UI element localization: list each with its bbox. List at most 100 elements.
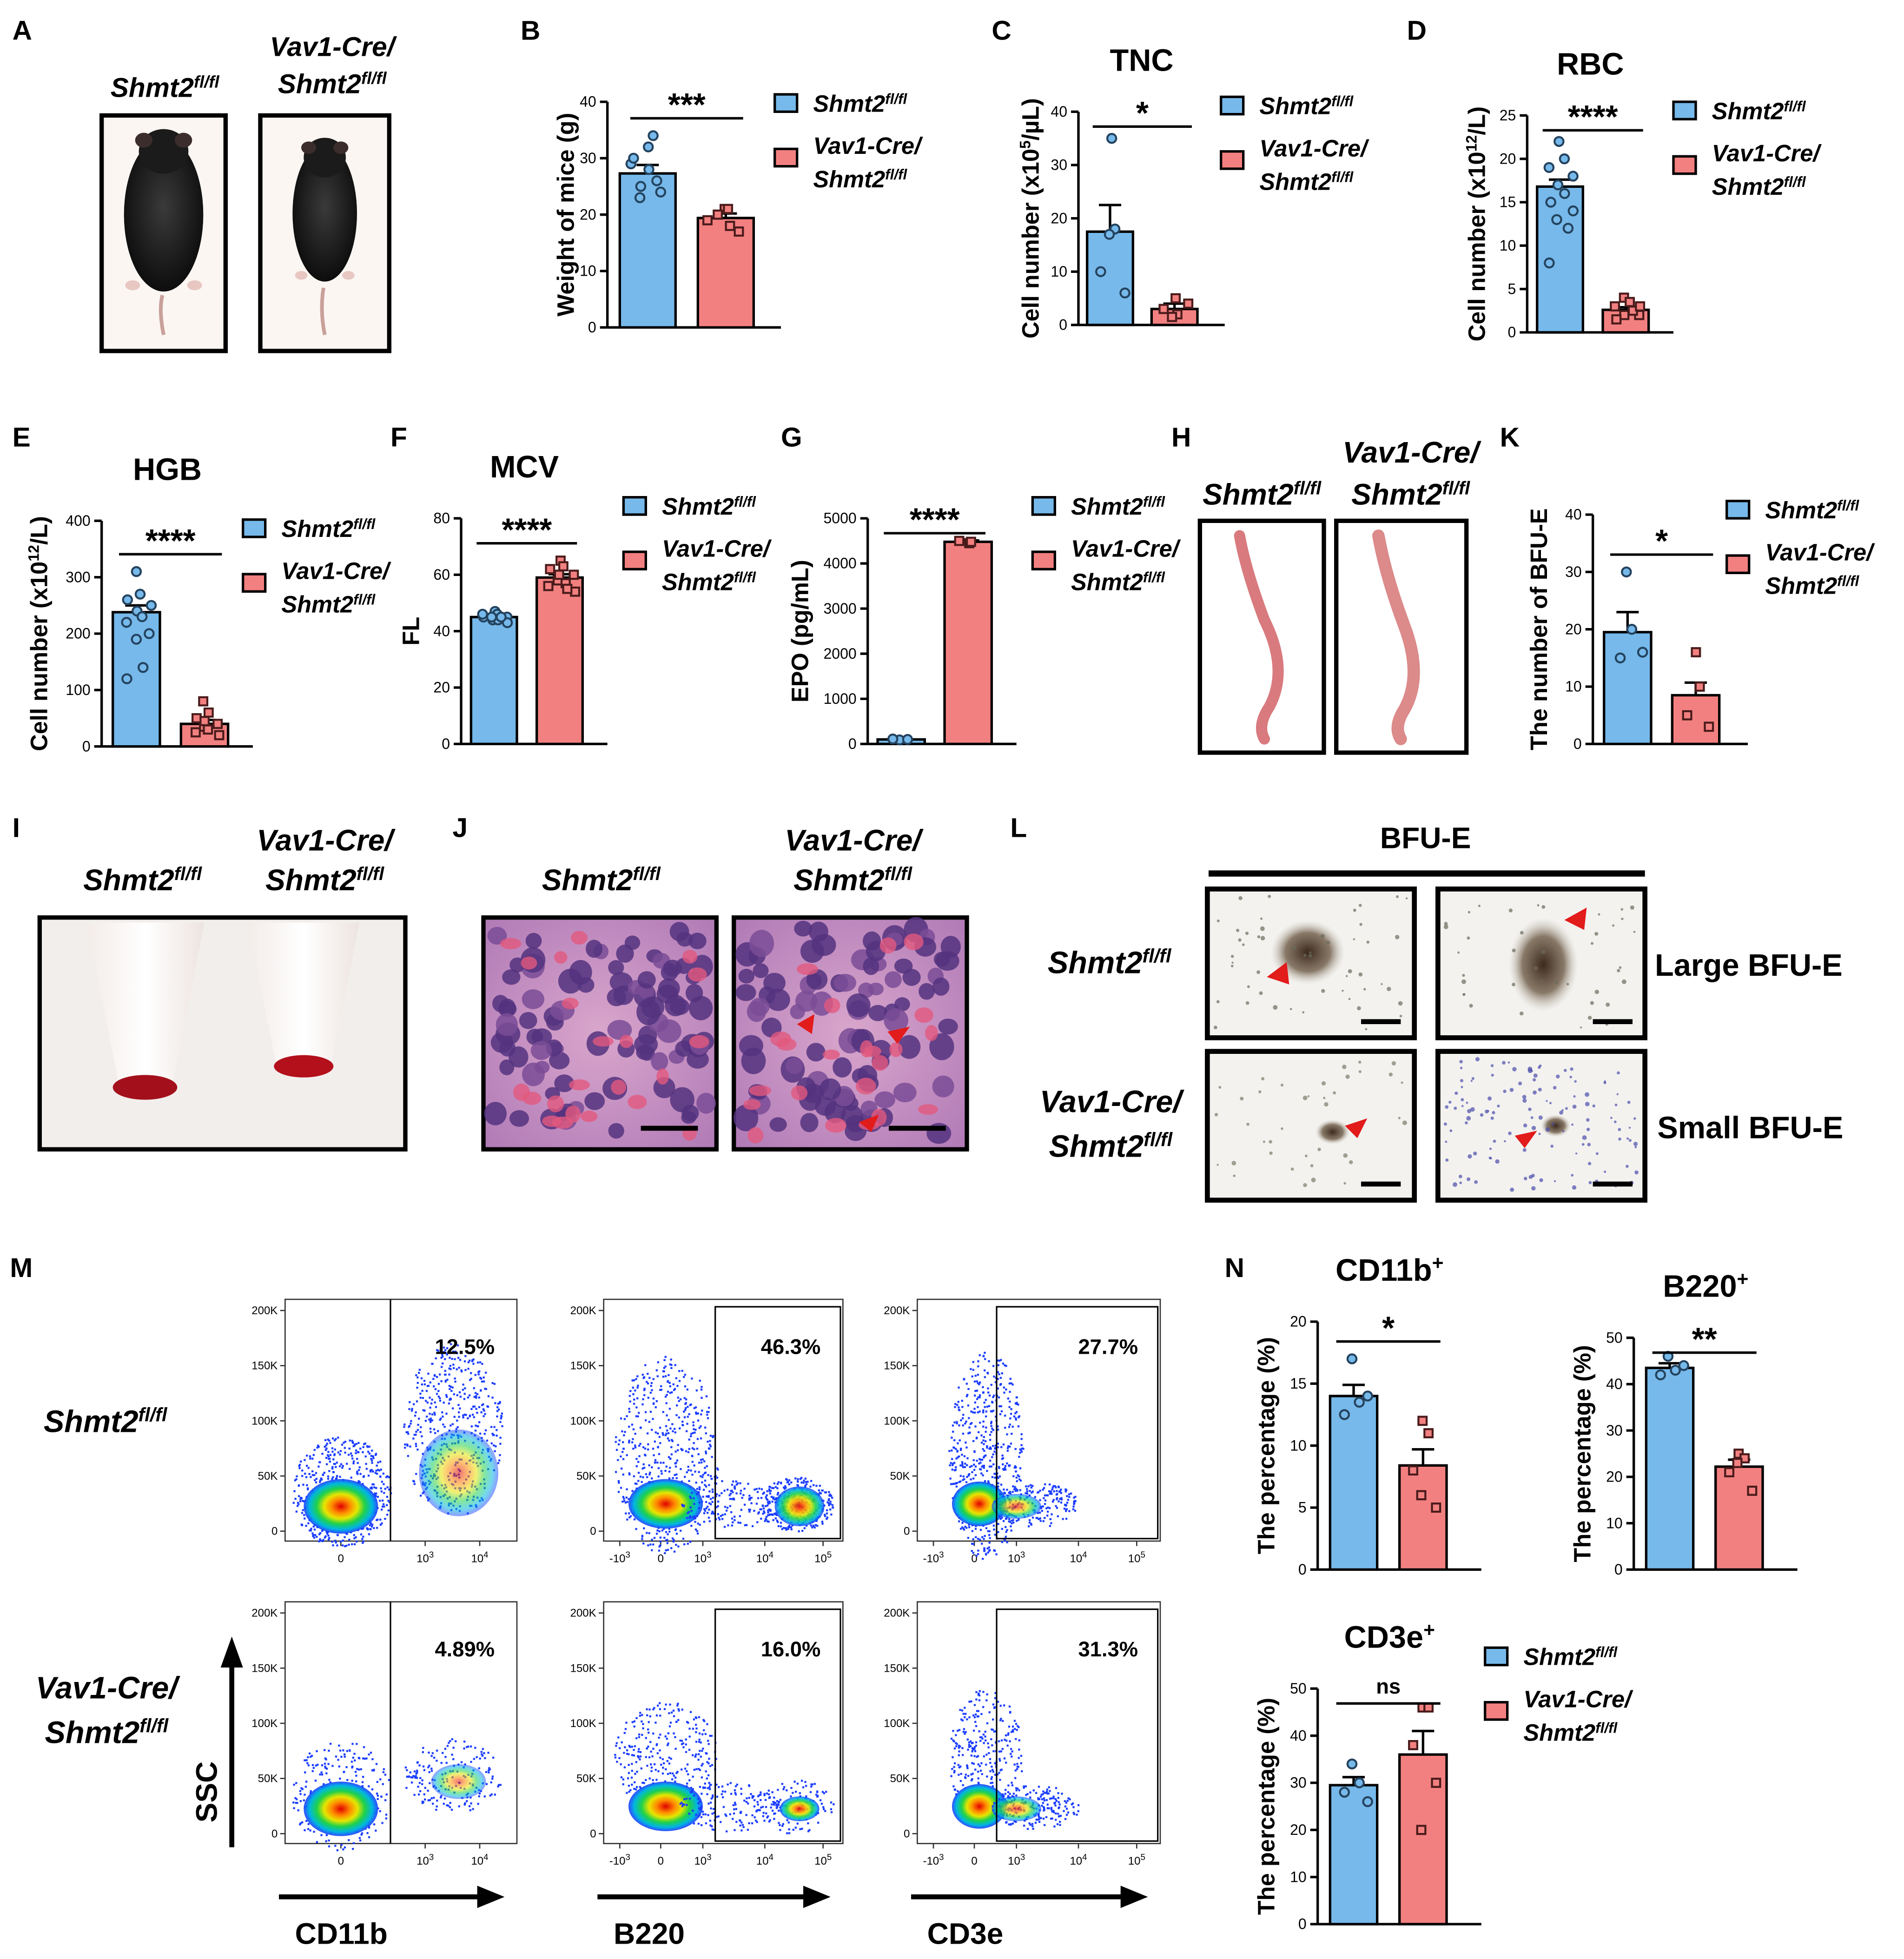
event-dot bbox=[966, 1464, 968, 1466]
event-dot bbox=[445, 1394, 448, 1396]
event-dot bbox=[830, 1811, 833, 1813]
event-dot bbox=[363, 1475, 365, 1477]
genotype-label-control: Shmt2fl/fl bbox=[1259, 93, 1354, 119]
speckle bbox=[1216, 919, 1220, 922]
event-dot bbox=[1020, 1438, 1023, 1440]
speckle bbox=[1581, 1143, 1585, 1146]
event-dot bbox=[952, 1497, 954, 1499]
event-dot bbox=[805, 1795, 807, 1798]
event-dot bbox=[660, 1470, 662, 1472]
event-dot bbox=[687, 1416, 689, 1418]
event-dot bbox=[764, 1799, 767, 1801]
event-dot bbox=[707, 1447, 710, 1449]
event-dot bbox=[464, 1355, 467, 1357]
genotype-text: Shmt2fl/fl bbox=[1259, 168, 1354, 195]
event-dot bbox=[334, 1540, 337, 1542]
event-dot bbox=[669, 1457, 672, 1460]
legend-swatch-control bbox=[1484, 1646, 1509, 1667]
event-dot bbox=[628, 1441, 630, 1443]
event-dot bbox=[386, 1475, 389, 1477]
event-dot bbox=[1036, 1517, 1038, 1519]
event-dot bbox=[698, 1502, 701, 1504]
event-dot bbox=[303, 1514, 305, 1516]
speckle bbox=[1530, 1116, 1534, 1119]
event-dot bbox=[463, 1803, 466, 1806]
bar-control bbox=[1329, 1395, 1379, 1571]
event-dot bbox=[312, 1454, 315, 1456]
event-dot bbox=[344, 1441, 347, 1443]
x-tick-label: 103 bbox=[694, 1549, 711, 1565]
event-dot bbox=[953, 1421, 956, 1423]
genotype-text: Shmt2fl/fl bbox=[1765, 497, 1859, 523]
speckle bbox=[1550, 1145, 1554, 1148]
event-dot bbox=[982, 1691, 985, 1693]
event-dot bbox=[701, 1750, 703, 1752]
event-dot bbox=[1000, 1483, 1003, 1486]
event-dot bbox=[974, 1465, 977, 1468]
event-dot bbox=[671, 1439, 673, 1441]
red-cell bbox=[872, 1055, 888, 1071]
event-dot bbox=[1049, 1525, 1051, 1527]
event-dot bbox=[496, 1429, 498, 1431]
event-dot bbox=[706, 1753, 708, 1755]
event-dot bbox=[721, 1796, 724, 1799]
event-dot bbox=[1042, 1489, 1044, 1491]
event-dot bbox=[702, 1474, 704, 1476]
nucleus bbox=[763, 973, 786, 993]
speckle bbox=[1468, 1154, 1472, 1159]
event-dot bbox=[319, 1461, 321, 1463]
event-dot bbox=[983, 1449, 985, 1452]
data-point bbox=[1551, 214, 1562, 225]
genotype-label-control: Shmt2fl/fl bbox=[542, 863, 661, 897]
event-dot bbox=[1004, 1793, 1006, 1795]
event-dot bbox=[652, 1779, 654, 1781]
event-dot bbox=[351, 1442, 354, 1444]
event-dot bbox=[780, 1522, 782, 1524]
event-dot bbox=[825, 1491, 827, 1494]
event-dot bbox=[452, 1350, 455, 1353]
event-dot bbox=[964, 1525, 966, 1528]
event-dot bbox=[776, 1487, 779, 1489]
event-dot bbox=[646, 1476, 648, 1478]
event-dot bbox=[668, 1470, 671, 1473]
event-dot bbox=[339, 1777, 341, 1780]
event-dot bbox=[729, 1813, 731, 1815]
event-dot bbox=[724, 1813, 727, 1816]
event-dot bbox=[439, 1400, 442, 1402]
event-dot bbox=[674, 1388, 676, 1390]
event-dot bbox=[695, 1768, 698, 1770]
event-dot bbox=[311, 1457, 314, 1460]
event-dot bbox=[766, 1792, 768, 1795]
event-dot bbox=[755, 1810, 758, 1812]
speckle bbox=[1398, 1001, 1403, 1006]
event-dot bbox=[1064, 1490, 1067, 1493]
nucleus bbox=[800, 1113, 819, 1132]
event-dot bbox=[1010, 1525, 1012, 1528]
event-dot bbox=[642, 1446, 645, 1449]
event-dot bbox=[355, 1780, 357, 1783]
genotype-text: Shmt2fl/fl bbox=[1071, 493, 1165, 520]
event-dot bbox=[450, 1390, 453, 1392]
event-dot bbox=[295, 1801, 297, 1804]
speckle bbox=[1545, 1127, 1550, 1132]
event-dot bbox=[709, 1788, 711, 1790]
event-dot bbox=[499, 1454, 501, 1456]
event-dot bbox=[979, 1462, 982, 1464]
event-dot bbox=[665, 1425, 668, 1427]
event-dot bbox=[740, 1492, 742, 1495]
event-dot bbox=[1039, 1520, 1042, 1522]
y-tick-label: 10 bbox=[1500, 237, 1516, 254]
event-dot bbox=[306, 1455, 308, 1457]
event-dot bbox=[472, 1405, 475, 1408]
event-dot bbox=[829, 1508, 832, 1511]
event-dot bbox=[451, 1738, 454, 1741]
event-dot bbox=[701, 1764, 703, 1767]
event-dot bbox=[303, 1500, 305, 1502]
event-dot bbox=[706, 1793, 708, 1795]
event-dot bbox=[328, 1537, 331, 1539]
event-dot bbox=[1043, 1497, 1045, 1499]
event-dot bbox=[712, 1511, 714, 1514]
event-dot bbox=[669, 1467, 671, 1469]
event-dot bbox=[661, 1772, 664, 1775]
event-dot bbox=[1029, 1519, 1031, 1522]
